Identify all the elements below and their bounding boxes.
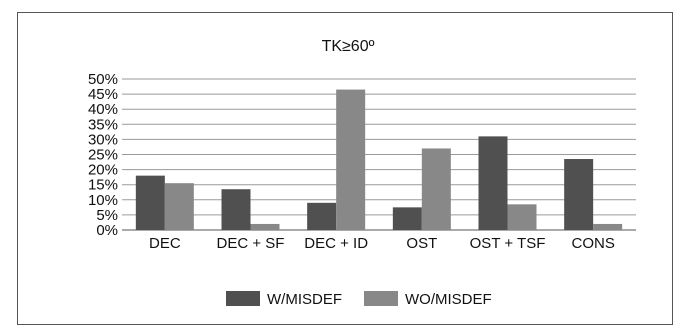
bar-w-misdef-4 <box>392 207 422 230</box>
bar-wo-misdef-6 <box>593 223 623 230</box>
legend-label: WO/MISDEF <box>405 291 492 308</box>
bar-wo-misdef-1 <box>164 183 194 230</box>
chart-svg: TK≥60º 0%5%10%15%20%25%30%35%40%45%50% D… <box>88 38 636 308</box>
y-tick-label: 40% <box>88 101 118 118</box>
y-tick-label: 0% <box>96 222 118 239</box>
y-tick-label: 25% <box>88 147 118 164</box>
x-category-label: DEC + ID <box>304 235 368 252</box>
x-category-label: OST + TSF <box>470 235 546 252</box>
y-tick-label: 45% <box>88 86 118 103</box>
chart-title: TK≥60º <box>322 38 375 55</box>
legend-swatch <box>364 291 398 306</box>
legend-swatch <box>226 291 260 306</box>
y-tick-label: 5% <box>96 207 118 224</box>
bar-w-misdef-6 <box>564 159 594 230</box>
bar-w-misdef-1 <box>135 175 165 230</box>
x-category-label: OST <box>406 235 437 252</box>
bar-wo-misdef-5 <box>507 204 537 230</box>
bar-w-misdef-2 <box>221 189 251 230</box>
legend: W/MISDEF WO/MISDEF <box>226 291 492 308</box>
y-tick-label: 50% <box>88 71 118 88</box>
bar-wo-misdef-3 <box>336 89 366 230</box>
y-tick-label: 30% <box>88 131 118 148</box>
y-axis-ticks: 0%5%10%15%20%25%30%35%40%45%50% <box>88 71 118 239</box>
y-tick-label: 10% <box>88 192 118 209</box>
x-category-label: DEC + SF <box>217 235 285 252</box>
x-category-label: CONS <box>571 235 614 252</box>
bar-w-misdef-5 <box>478 136 508 230</box>
x-category-label: DEC <box>149 235 181 252</box>
grid-lines <box>122 78 636 231</box>
chart-frame: TK≥60º 0% 5% 10% 15% 20% 25% 30% 35% 40% 45% 50% D… <box>17 12 673 325</box>
bars <box>135 89 623 230</box>
bar-wo-misdef-2 <box>250 223 280 230</box>
y-tick-label: 15% <box>88 177 118 194</box>
bar-wo-misdef-4 <box>421 148 451 230</box>
x-axis-labels: DEC DEC + SF DEC + ID OST OST + TSF CONS <box>149 235 615 252</box>
y-tick-label: 35% <box>88 116 118 133</box>
y-tick-label: 20% <box>88 162 118 179</box>
bar-w-misdef-3 <box>307 202 337 230</box>
legend-label: W/MISDEF <box>267 291 342 308</box>
